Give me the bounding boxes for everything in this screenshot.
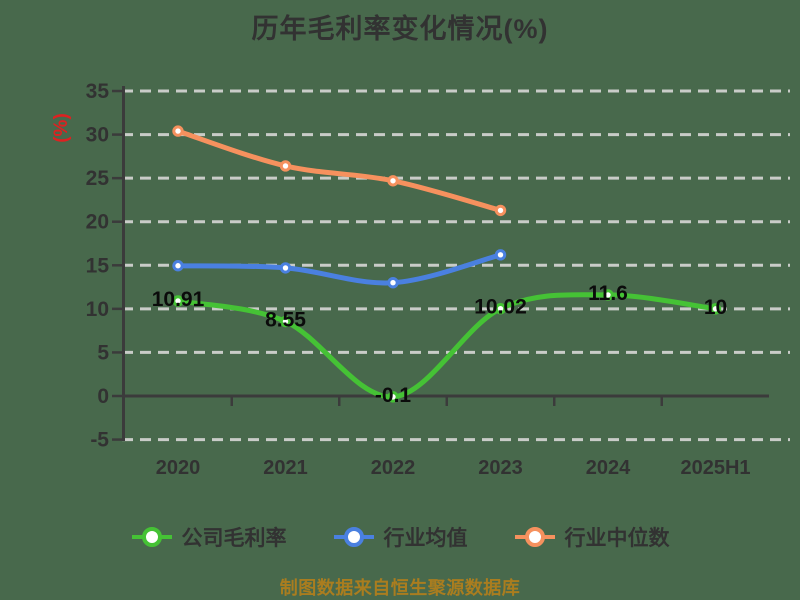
data-label-company-gross-margin-2021: 8.55	[265, 308, 306, 331]
legend-label: 公司毛利率	[181, 527, 287, 550]
data-label-company-gross-margin-2025H1: 10	[704, 296, 727, 319]
marker-industry-average-2023	[494, 249, 507, 261]
data-source-caption: 制图数据来自恒生聚源数据库	[279, 578, 521, 598]
data-label-company-gross-margin-2022: -0.1	[375, 384, 412, 407]
y-tick-label-10: 10	[86, 298, 109, 321]
legend-item-industry-median[interactable]: 行业中位数	[514, 522, 670, 552]
legend-label: 行业中位数	[564, 527, 670, 550]
y-tick-label-15: 15	[86, 254, 110, 277]
marker-industry-median-2022	[387, 175, 399, 187]
marker-industry-median-2020	[172, 125, 184, 137]
marker-industry-average-2022	[387, 277, 399, 289]
legend-item-company-gross-margin[interactable]: 公司毛利率	[131, 522, 287, 552]
y-tick-label-35: 35	[86, 80, 110, 103]
y-tick-label-0: 0	[97, 385, 109, 408]
x-tick-label-2020: 2020	[156, 457, 201, 479]
marker-company-gross-margin-2023	[494, 302, 507, 315]
y-tick-label-5: 5	[97, 341, 109, 364]
line-marker-icon	[333, 527, 374, 547]
marker-industry-median-2023	[494, 204, 507, 217]
legend-label: 行业均值	[383, 527, 468, 550]
line-marker-icon	[514, 527, 555, 547]
x-tick-label-2023: 2023	[478, 457, 523, 479]
marker-company-gross-margin-2022	[387, 391, 399, 403]
y-tick-label--5: -5	[90, 429, 109, 452]
y-tick-label-25: 25	[86, 167, 110, 190]
legend: 公司毛利率 行业均值 行业中位数	[0, 522, 800, 552]
marker-industry-median-2021	[279, 160, 292, 172]
x-tick-label-2024: 2024	[586, 457, 631, 479]
x-tick-label-2025H1: 2025H1	[680, 457, 750, 479]
series-line-industry-median	[175, 128, 503, 213]
marker-industry-average-2021	[279, 262, 292, 274]
x-tick-label-2021: 2021	[263, 457, 308, 479]
data-label-company-gross-margin-2023: 10.02	[474, 296, 527, 319]
series-line-industry-average	[175, 252, 503, 286]
legend-item-industry-average[interactable]: 行业均值	[333, 522, 468, 552]
marker-company-gross-margin-2021	[279, 315, 292, 328]
y-tick-label-30: 30	[86, 124, 109, 147]
data-label-company-gross-margin-2024: 11.6	[588, 282, 628, 305]
line-marker-icon	[131, 527, 172, 547]
marker-company-gross-margin-2020	[172, 295, 184, 307]
data-label-company-gross-margin-2020: 10.91	[152, 288, 205, 311]
marker-industry-average-2020	[172, 260, 184, 272]
marker-company-gross-margin-2025H1	[709, 303, 722, 315]
chart-title: 历年毛利率变化情况(%)	[251, 14, 549, 44]
marker-company-gross-margin-2024	[602, 289, 614, 301]
x-tick-label-2022: 2022	[371, 457, 416, 479]
y-tick-label-20: 20	[86, 211, 109, 234]
